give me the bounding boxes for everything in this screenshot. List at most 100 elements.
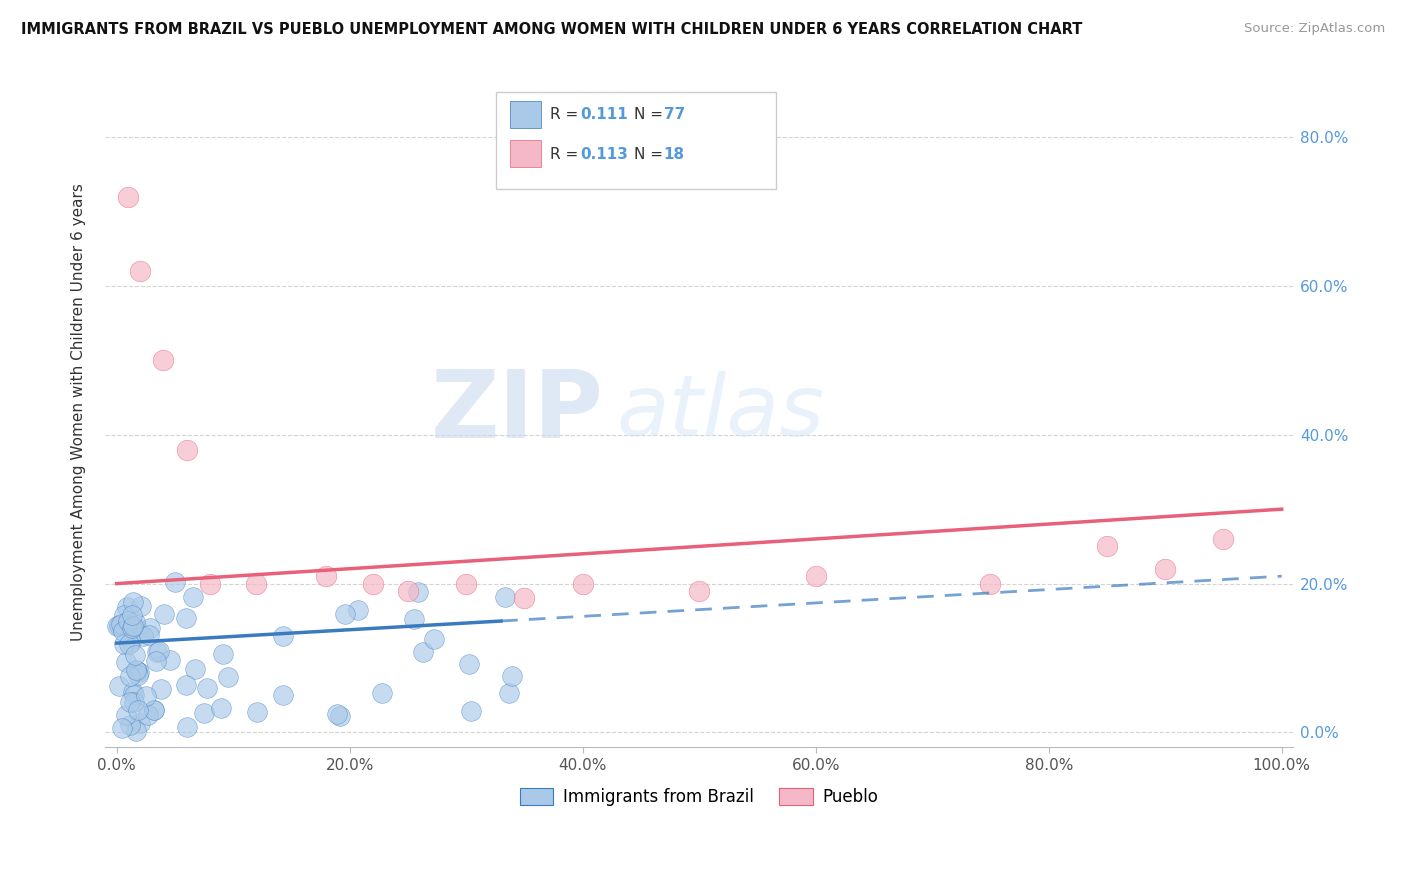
Text: 77: 77 <box>664 107 685 121</box>
Point <box>165 575 187 590</box>
Text: R =: R = <box>550 107 583 121</box>
Point <box>108 619 131 633</box>
Point <box>124 648 146 663</box>
Point <box>402 611 425 625</box>
Point <box>152 353 174 368</box>
Y-axis label: Unemployment Among Women with Children Under 6 years: Unemployment Among Women with Children U… <box>72 184 86 641</box>
Point <box>174 610 197 624</box>
Point <box>688 584 710 599</box>
Point <box>132 629 155 643</box>
Point <box>125 724 148 739</box>
Point <box>127 668 149 682</box>
Point <box>456 576 478 591</box>
Point <box>183 662 205 676</box>
Text: ZIP: ZIP <box>432 367 605 458</box>
Point <box>111 721 134 735</box>
Point <box>513 591 536 606</box>
Text: 0.111: 0.111 <box>581 107 628 121</box>
Point <box>124 615 146 630</box>
Text: Source: ZipAtlas.com: Source: ZipAtlas.com <box>1244 22 1385 36</box>
Point <box>115 599 138 614</box>
Text: N =: N = <box>634 107 668 121</box>
Point <box>136 707 159 722</box>
Point <box>1095 540 1118 554</box>
Point <box>217 670 239 684</box>
Text: atlas: atlas <box>616 371 824 454</box>
Point <box>114 656 136 670</box>
Text: IMMIGRANTS FROM BRAZIL VS PUEBLO UNEMPLOYMENT AMONG WOMEN WITH CHILDREN UNDER 6 : IMMIGRANTS FROM BRAZIL VS PUEBLO UNEMPLO… <box>21 22 1083 37</box>
Point <box>120 695 142 709</box>
Point <box>122 689 145 703</box>
Point <box>148 644 170 658</box>
Point <box>121 621 143 635</box>
Point <box>246 706 269 720</box>
Point <box>423 632 446 647</box>
Point <box>142 703 165 717</box>
Point <box>115 708 138 723</box>
Point <box>118 718 141 732</box>
Point <box>118 637 141 651</box>
Point <box>138 628 160 642</box>
Point <box>128 716 150 731</box>
Point <box>804 569 827 583</box>
Point <box>127 703 149 717</box>
Point <box>120 635 142 649</box>
Point <box>149 681 172 696</box>
Text: 18: 18 <box>664 147 685 161</box>
Point <box>412 645 434 659</box>
Point <box>1154 562 1177 576</box>
Point <box>198 576 221 591</box>
Point <box>329 709 352 723</box>
Point <box>128 665 150 680</box>
Point <box>176 442 198 457</box>
Point <box>361 576 384 591</box>
Point <box>108 680 131 694</box>
Point <box>333 607 356 621</box>
Point <box>498 685 520 699</box>
Point <box>211 647 233 661</box>
Point <box>129 264 152 278</box>
Point <box>159 653 181 667</box>
Point <box>131 599 153 614</box>
Point <box>209 701 232 715</box>
Point <box>135 689 157 703</box>
Point <box>176 720 198 734</box>
Point <box>121 618 143 632</box>
Point <box>125 664 148 678</box>
Legend: Immigrants from Brazil, Pueblo: Immigrants from Brazil, Pueblo <box>513 781 884 813</box>
Text: N =: N = <box>634 147 668 161</box>
Text: 0.113: 0.113 <box>581 147 628 161</box>
Point <box>501 668 523 682</box>
Point <box>176 678 198 692</box>
Point <box>271 688 294 702</box>
Point <box>153 607 176 621</box>
Point <box>406 584 429 599</box>
Point <box>124 664 146 678</box>
Point <box>1212 532 1234 546</box>
Point <box>347 603 370 617</box>
Point <box>121 607 143 622</box>
Point <box>396 584 419 599</box>
Point <box>460 704 482 718</box>
Point <box>139 621 162 635</box>
Point <box>245 576 267 591</box>
Point <box>371 686 394 700</box>
Text: R =: R = <box>550 147 583 161</box>
Point <box>195 681 218 695</box>
Point <box>107 618 129 632</box>
Point <box>112 624 135 638</box>
Point <box>122 695 145 709</box>
Point <box>122 685 145 699</box>
Point <box>146 645 169 659</box>
Point <box>112 608 135 623</box>
Point <box>145 654 167 668</box>
Point <box>271 629 294 643</box>
Point <box>112 637 135 651</box>
Point <box>120 669 142 683</box>
Point <box>571 576 593 591</box>
Point <box>105 618 128 632</box>
Point <box>143 703 166 717</box>
Point <box>183 591 205 605</box>
Point <box>494 591 516 605</box>
Point <box>117 189 139 203</box>
